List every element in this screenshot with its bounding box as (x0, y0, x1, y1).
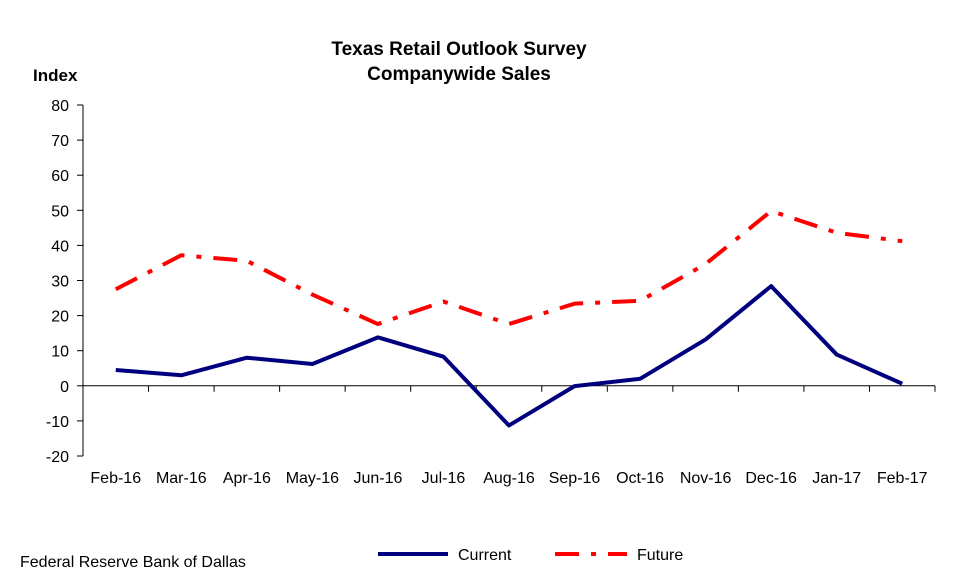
source-note: Federal Reserve Bank of Dallas (20, 554, 246, 571)
y-tick-label: -20 (46, 449, 69, 466)
chart-subtitle: Companywide Sales (367, 64, 551, 85)
x-tick-label: Nov-16 (680, 470, 732, 487)
x-tick-label: Feb-16 (90, 470, 141, 487)
y-tick-label: 20 (51, 309, 69, 326)
y-tick-label: 80 (51, 98, 69, 115)
plot-area (114, 209, 904, 428)
chart-title: Texas Retail Outlook Survey (331, 39, 587, 60)
x-tick-label: Aug-16 (483, 470, 535, 487)
x-tick-label: Jun-16 (353, 470, 402, 487)
series-line-current (115, 284, 904, 428)
y-tick-label: 0 (60, 379, 69, 396)
y-tick-label: 40 (51, 238, 69, 255)
y-tick-label: 10 (51, 344, 69, 361)
y-tick-label: 60 (51, 168, 69, 185)
x-tick-label: Mar-16 (156, 470, 207, 487)
x-tick-label: Feb-17 (877, 470, 928, 487)
x-tick-label: Sep-16 (549, 470, 601, 487)
y-tick-label: -10 (46, 414, 69, 431)
x-tick-label: Oct-16 (616, 470, 664, 487)
y-axis: 80 70 60 50 40 30 20 10 0 -10 -20 (46, 98, 84, 466)
x-tick-label: Dec-16 (745, 470, 797, 487)
x-tick-label: Apr-16 (223, 470, 271, 487)
x-axis: Feb-16 Mar-16 Apr-16 May-16 Jun-16 Jul-16 Aug-… (82, 385, 936, 487)
y-tick-label: 70 (51, 133, 69, 150)
legend-label-future: Future (637, 547, 683, 564)
x-tick-label: Jan-17 (812, 470, 861, 487)
x-tick-label: Jul-16 (422, 470, 466, 487)
x-tick-label: May-16 (286, 470, 339, 487)
legend: Current Future (378, 547, 683, 564)
y-tick-label: 50 (51, 203, 69, 220)
series-line-future (114, 209, 903, 327)
legend-label-current: Current (458, 547, 512, 564)
y-tick-label: 30 (51, 274, 69, 291)
y-axis-label: Index (33, 66, 78, 85)
